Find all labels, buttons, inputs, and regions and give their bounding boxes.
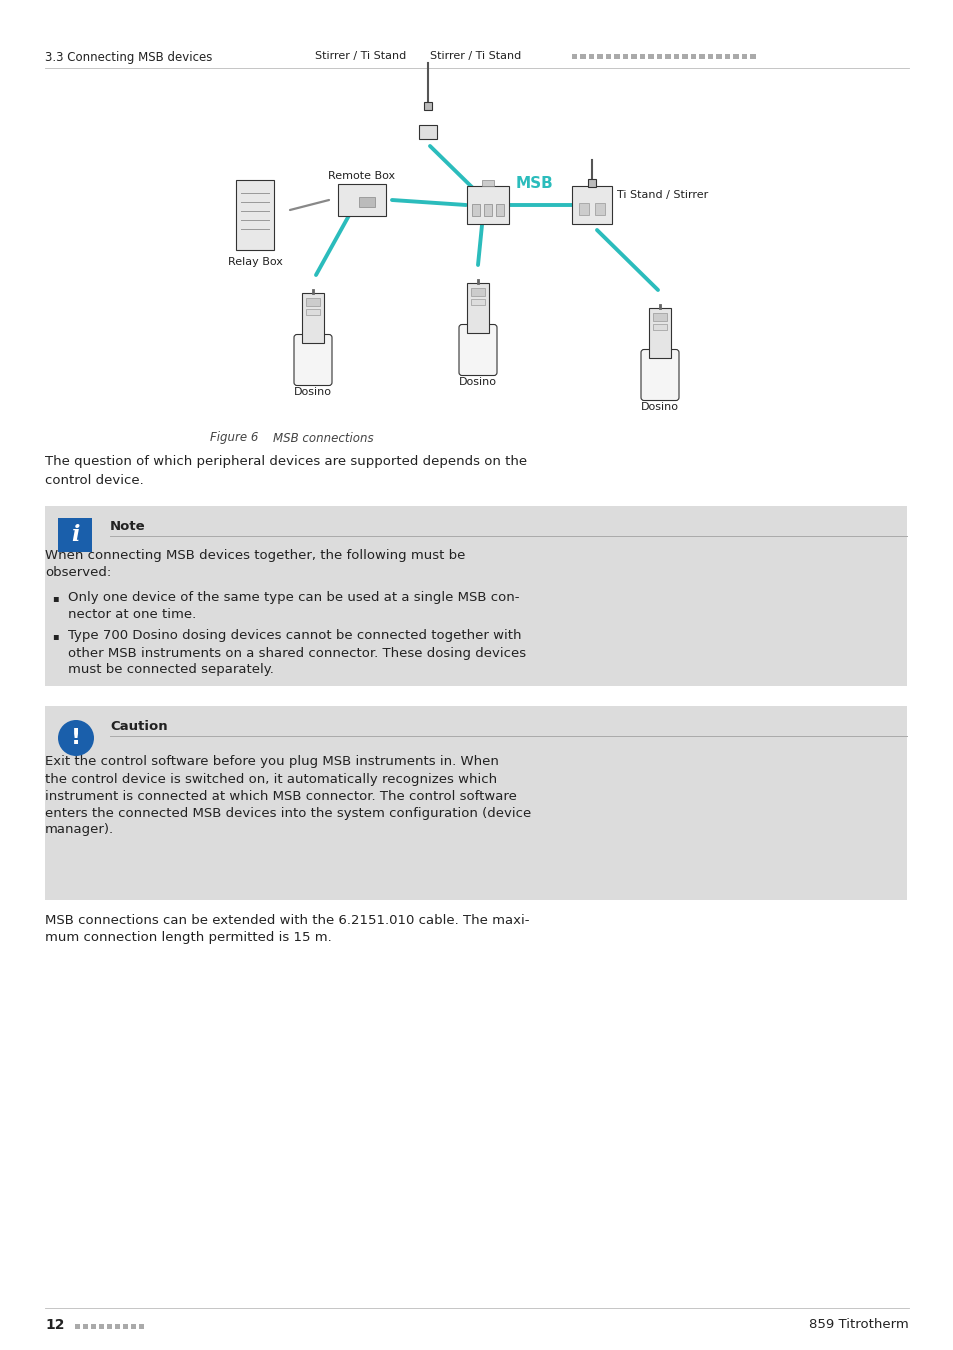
Bar: [622, 54, 628, 59]
Bar: [707, 54, 713, 59]
Bar: [139, 1324, 144, 1328]
Bar: [496, 204, 503, 216]
Bar: [572, 186, 612, 224]
Bar: [471, 288, 484, 296]
Text: MSB: MSB: [516, 176, 553, 190]
FancyBboxPatch shape: [640, 350, 679, 401]
Bar: [681, 54, 687, 59]
Bar: [418, 126, 436, 139]
FancyBboxPatch shape: [294, 335, 332, 386]
Text: observed:: observed:: [45, 567, 112, 579]
Bar: [605, 54, 611, 59]
Bar: [588, 54, 594, 59]
Bar: [741, 54, 747, 59]
Bar: [45, 706, 906, 900]
Text: Stirrer / Ti Stand: Stirrer / Ti Stand: [430, 51, 520, 61]
Text: the control device is switched on, it automatically recognizes which: the control device is switched on, it au…: [45, 772, 497, 786]
FancyBboxPatch shape: [458, 324, 497, 375]
Bar: [358, 197, 375, 207]
Bar: [235, 180, 274, 250]
Text: instrument is connected at which MSB connector. The control software: instrument is connected at which MSB con…: [45, 790, 517, 802]
Bar: [115, 1324, 120, 1328]
Bar: [724, 54, 730, 59]
Bar: [472, 204, 479, 216]
Bar: [107, 1324, 112, 1328]
Text: must be connected separately.: must be connected separately.: [68, 663, 274, 676]
Text: ▪: ▪: [51, 630, 58, 641]
Circle shape: [58, 720, 94, 756]
Bar: [665, 54, 670, 59]
Text: Ti Stand / Stirrer: Ti Stand / Stirrer: [617, 190, 707, 200]
Text: Only one device of the same type can be used at a single MSB con-: Only one device of the same type can be …: [68, 591, 519, 605]
Text: !: !: [71, 728, 81, 748]
Bar: [690, 54, 696, 59]
Text: Dosino: Dosino: [294, 387, 332, 397]
Bar: [99, 1324, 104, 1328]
Bar: [657, 54, 661, 59]
Bar: [578, 202, 588, 215]
Bar: [579, 54, 585, 59]
Bar: [652, 324, 666, 329]
Bar: [595, 202, 604, 215]
Text: other MSB instruments on a shared connector. These dosing devices: other MSB instruments on a shared connec…: [68, 647, 525, 660]
Bar: [471, 298, 484, 305]
Bar: [306, 309, 319, 315]
Text: MSB connections: MSB connections: [257, 432, 374, 444]
Bar: [587, 180, 596, 188]
Text: i: i: [71, 524, 79, 545]
Bar: [467, 284, 489, 333]
Text: When connecting MSB devices together, the following must be: When connecting MSB devices together, th…: [45, 549, 465, 563]
Text: Dosino: Dosino: [458, 377, 497, 387]
Bar: [45, 506, 906, 686]
Bar: [648, 308, 670, 358]
Bar: [83, 1324, 88, 1328]
Text: Remote Box: Remote Box: [328, 171, 395, 181]
Text: Caution: Caution: [110, 720, 168, 733]
Bar: [716, 54, 721, 59]
Text: Type 700 Dosino dosing devices cannot be connected together with: Type 700 Dosino dosing devices cannot be…: [68, 629, 521, 643]
Text: Relay Box: Relay Box: [228, 256, 282, 267]
Bar: [733, 54, 739, 59]
Text: control device.: control device.: [45, 474, 144, 486]
Bar: [652, 313, 666, 321]
Bar: [423, 103, 432, 109]
Bar: [481, 180, 494, 186]
Text: Figure 6: Figure 6: [210, 432, 258, 444]
Text: ▪: ▪: [51, 593, 58, 603]
Bar: [572, 54, 577, 59]
Bar: [337, 184, 386, 216]
Text: Exit the control software before you plug MSB instruments in. When: Exit the control software before you plu…: [45, 756, 498, 768]
Text: 12: 12: [45, 1318, 65, 1332]
Text: manager).: manager).: [45, 824, 114, 837]
Text: MSB connections can be extended with the 6.2151.010 cable. The maxi-: MSB connections can be extended with the…: [45, 914, 529, 926]
Text: enters the connected MSB devices into the system configuration (device: enters the connected MSB devices into th…: [45, 806, 531, 819]
Bar: [673, 54, 679, 59]
Bar: [302, 293, 324, 343]
Bar: [614, 54, 619, 59]
Bar: [483, 204, 492, 216]
Bar: [699, 54, 704, 59]
Bar: [75, 1324, 80, 1328]
Bar: [648, 54, 654, 59]
Bar: [91, 1324, 96, 1328]
Text: The question of which peripheral devices are supported depends on the: The question of which peripheral devices…: [45, 455, 527, 468]
Text: 3.3 Connecting MSB devices: 3.3 Connecting MSB devices: [45, 51, 213, 65]
Bar: [639, 54, 645, 59]
Bar: [750, 54, 755, 59]
Text: mum connection length permitted is 15 m.: mum connection length permitted is 15 m.: [45, 930, 332, 944]
Bar: [467, 186, 509, 224]
Bar: [631, 54, 637, 59]
Text: nector at one time.: nector at one time.: [68, 609, 196, 621]
Bar: [597, 54, 602, 59]
Text: Dosino: Dosino: [640, 402, 679, 412]
Bar: [306, 298, 319, 306]
Text: Stirrer / Ti Stand: Stirrer / Ti Stand: [314, 51, 406, 61]
Text: 859 Titrotherm: 859 Titrotherm: [808, 1319, 908, 1331]
Bar: [123, 1324, 128, 1328]
Text: Note: Note: [110, 520, 146, 532]
Bar: [131, 1324, 136, 1328]
Bar: [58, 518, 91, 552]
